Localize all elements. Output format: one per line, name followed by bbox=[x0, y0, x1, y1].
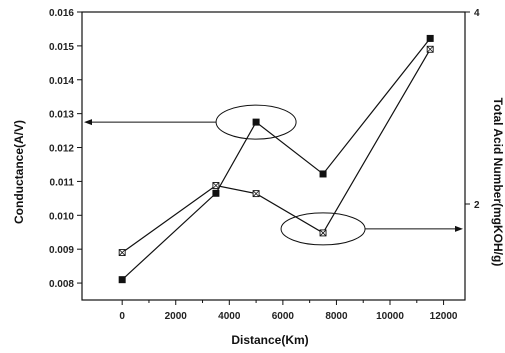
y-left-tick-label: 0.009 bbox=[49, 245, 74, 256]
series-1-point bbox=[252, 118, 260, 126]
series-2-line bbox=[121, 48, 431, 254]
series-1-point bbox=[118, 276, 126, 284]
series-2-point bbox=[212, 182, 220, 189]
series-1-point bbox=[212, 189, 220, 197]
x-tick-label: 12000 bbox=[430, 311, 458, 322]
series-2-callout-ellipse bbox=[280, 212, 366, 246]
x-tick-label: 0 bbox=[119, 311, 125, 322]
y-right-tick-label: 4 bbox=[474, 8, 480, 19]
x-axis-label: Distance(Km) bbox=[231, 333, 308, 347]
series-2-point bbox=[426, 45, 434, 53]
series-2-arrowhead bbox=[455, 225, 463, 232]
axes-group bbox=[81, 11, 466, 301]
series-2-point bbox=[319, 229, 327, 237]
series-1-line bbox=[121, 38, 431, 281]
x-tick-label: 2000 bbox=[165, 311, 188, 322]
x-tick-label: 10000 bbox=[376, 311, 404, 322]
point-cross bbox=[118, 249, 126, 256]
series-2-point bbox=[252, 190, 260, 198]
plot-frame bbox=[81, 11, 466, 301]
point-cross bbox=[426, 45, 434, 53]
y-left-tick-label: 0.013 bbox=[49, 110, 74, 121]
ticks-group: 0 2000 4000 6000 8000 10000 12000 0.008 0.009 0.0… bbox=[49, 8, 480, 322]
series-1-point bbox=[426, 34, 434, 42]
y-right-axis-label: Total Acid Number(mgKOH/g) bbox=[491, 98, 505, 267]
y-left-tick-label: 0.015 bbox=[49, 42, 74, 53]
x-tick-label: 6000 bbox=[272, 311, 295, 322]
y-right-tick-label: 2 bbox=[474, 200, 480, 211]
series-group bbox=[118, 34, 434, 284]
series-2-point bbox=[118, 249, 126, 257]
y-left-tick-label: 0.012 bbox=[49, 144, 74, 155]
point-cross bbox=[252, 190, 260, 197]
annotations-group bbox=[84, 104, 463, 246]
x-tick-label: 8000 bbox=[325, 311, 348, 322]
y-left-tick-label: 0.010 bbox=[49, 211, 74, 222]
y-left-tick-label: 0.011 bbox=[50, 177, 75, 188]
y-left-tick-label: 0.008 bbox=[49, 279, 74, 290]
point-cross bbox=[319, 229, 327, 237]
y-left-axis-label: Conductance(A/V) bbox=[12, 120, 26, 224]
point-cross bbox=[212, 182, 220, 189]
y-left-tick-label: 0.016 bbox=[49, 8, 74, 19]
x-tick-label: 4000 bbox=[218, 311, 241, 322]
series-1-arrowhead bbox=[84, 119, 92, 126]
y-left-tick-label: 0.014 bbox=[49, 76, 74, 87]
series-1-point bbox=[319, 170, 327, 178]
